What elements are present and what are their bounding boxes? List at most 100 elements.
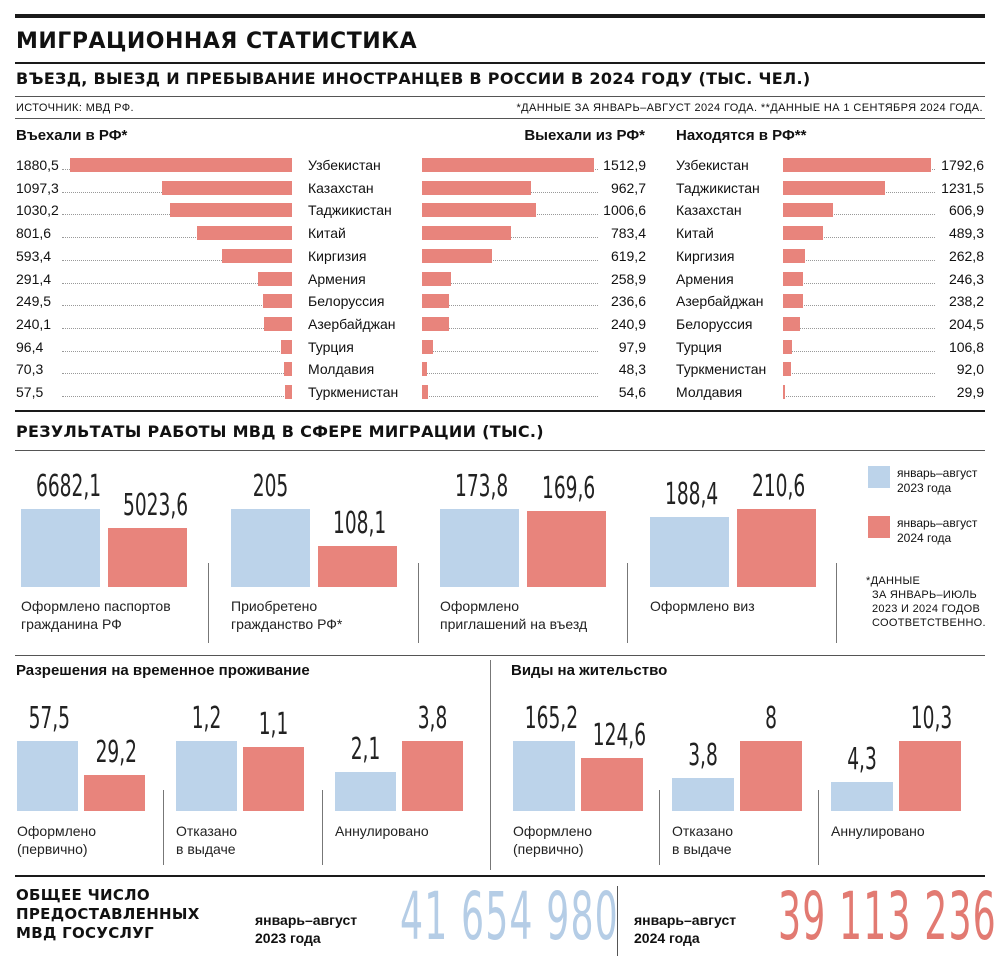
vnzh-caption: Отказано в выдаче [672, 823, 734, 857]
guide-line [783, 237, 935, 239]
mvd-bar-2024 [108, 528, 187, 587]
mvd-value-2023: 6682,1 [36, 469, 102, 504]
vnzh-bar-2023 [831, 781, 893, 811]
guide-line [783, 373, 935, 375]
mvd-value-2023: 188,4 [665, 477, 719, 513]
present-value: 1231,5 [941, 179, 984, 196]
exited-bar [422, 248, 493, 263]
totals-separator [617, 886, 618, 956]
exited-value: 783,4 [610, 225, 646, 242]
entered-value: 249,5 [16, 293, 52, 310]
group-separator [627, 563, 628, 643]
present-bar [783, 339, 792, 354]
group-separator [836, 563, 837, 643]
present-value: 489,3 [948, 225, 984, 242]
present-country-label: Молдавия [676, 384, 743, 400]
rvp-bar-2023 [17, 741, 78, 811]
guide-line [422, 373, 598, 375]
entered-value: 57,5 [16, 384, 44, 400]
present-bar [783, 248, 805, 263]
mvd-bottom-rule [15, 655, 985, 656]
mvd-caption: Оформлено приглашений на въезд [440, 598, 588, 632]
mvd-bar-2023 [231, 509, 310, 587]
mvd-bar-2024 [318, 545, 397, 587]
mvd-caption: Приобретено гражданство РФ* [231, 598, 343, 632]
rvp-value-2024: 1,1 [258, 706, 289, 742]
vnzh-bar-2023 [513, 741, 575, 811]
present-country-label: Узбекистан [676, 157, 749, 173]
guide-line [62, 350, 292, 352]
rvp-bar-2024 [243, 746, 304, 811]
source-note: ИСТОЧНИК: МВД РФ. [16, 102, 134, 114]
guide-line [62, 327, 292, 329]
exited-bar [422, 226, 512, 241]
entered-bar [263, 316, 292, 331]
table-bottom-rule [15, 410, 985, 412]
legend-2023-swatch [868, 466, 890, 488]
country-label: Казахстан [308, 179, 374, 196]
footnote-note: *ДАННЫЕ ЗА ЯНВАРЬ–АВГУСТ 2024 ГОДА. **ДА… [516, 102, 983, 114]
exited-bar [422, 316, 450, 331]
entered-bar [257, 271, 292, 286]
group-separator [163, 790, 164, 865]
present-value: 29,9 [956, 384, 984, 400]
rvp-caption: Аннулировано [335, 823, 429, 839]
present-value: 606,9 [948, 202, 984, 219]
vnzh-value-2024: 8 [765, 701, 777, 736]
country-label: Армения [308, 270, 366, 287]
entered-value: 1030,2 [16, 202, 59, 219]
present-country-label: Турция [676, 338, 722, 355]
entered-bar [285, 385, 292, 399]
mvd-value-2024: 5023,6 [123, 488, 189, 524]
mvd-results-heading: РЕЗУЛЬТАТЫ РАБОТЫ МВД В СФЕРЕ МИГРАЦИИ (… [16, 422, 544, 441]
rvp-bar-2024 [84, 775, 145, 811]
vnzh-value-2023: 165,2 [524, 701, 579, 736]
rvp-bar-2023 [335, 772, 396, 811]
guide-line [783, 350, 935, 352]
present-country-label: Киргизия [676, 247, 735, 264]
present-bar [783, 226, 824, 241]
totals-2024-value: 39 113 236 [778, 878, 997, 955]
exited-value: 97,9 [618, 338, 646, 355]
present-value: 92,0 [956, 361, 984, 378]
entered-bar [221, 248, 292, 263]
entered-bar [197, 226, 292, 241]
present-country-label: Азербайджан [676, 293, 764, 310]
entered-bar [170, 203, 292, 218]
country-label: Турция [308, 338, 354, 355]
mvd-bar-2023 [21, 509, 100, 587]
guide-line [62, 259, 292, 261]
guide-line [62, 305, 292, 307]
legend-2024-swatch [868, 516, 890, 538]
present-value: 1792,6 [941, 157, 984, 173]
totals-label: ОБЩЕЕ ЧИСЛО ПРЕДОСТАВЛЕННЫХ МВД ГОСУСЛУГ [16, 886, 200, 942]
country-label: Молдавия [308, 361, 375, 378]
legend-footnote: *ДАННЫЕ ЗА ЯНВАРЬ–ИЮЛЬ 2023 И 2024 ГОДОВ… [866, 575, 986, 629]
entered-value: 240,1 [16, 315, 52, 332]
rvp-bar-2023 [176, 741, 237, 811]
present-country-label: Белоруссия [676, 315, 753, 332]
country-label: Азербайджан [308, 315, 396, 332]
present-country-label: Туркменистан [676, 361, 767, 378]
mvd-value-2023: 173,8 [455, 469, 509, 504]
exited-bar [422, 203, 537, 218]
entered-value: 801,6 [16, 225, 52, 242]
present-value: 204,5 [948, 315, 984, 332]
vnzh-value-2023: 3,8 [688, 737, 718, 773]
exited-bar [422, 362, 428, 377]
mvd-value-2023: 205 [252, 469, 289, 504]
guide-line [783, 396, 935, 397]
present-value: 262,8 [948, 247, 984, 264]
exited-value: 1006,6 [603, 202, 646, 219]
entered-value: 70,3 [16, 361, 44, 378]
present-heading: Находятся в РФ** [676, 127, 807, 144]
country-label: Белоруссия [308, 293, 385, 310]
exited-bar [422, 385, 429, 399]
present-country-label: Армения [676, 270, 734, 287]
exited-value: 48,3 [618, 361, 646, 378]
present-country-label: Китай [676, 225, 714, 242]
vnzh-heading: Виды на жительство [511, 662, 668, 679]
source-rule [15, 118, 985, 119]
exited-value: 1512,9 [603, 157, 646, 173]
group-separator [322, 790, 323, 865]
